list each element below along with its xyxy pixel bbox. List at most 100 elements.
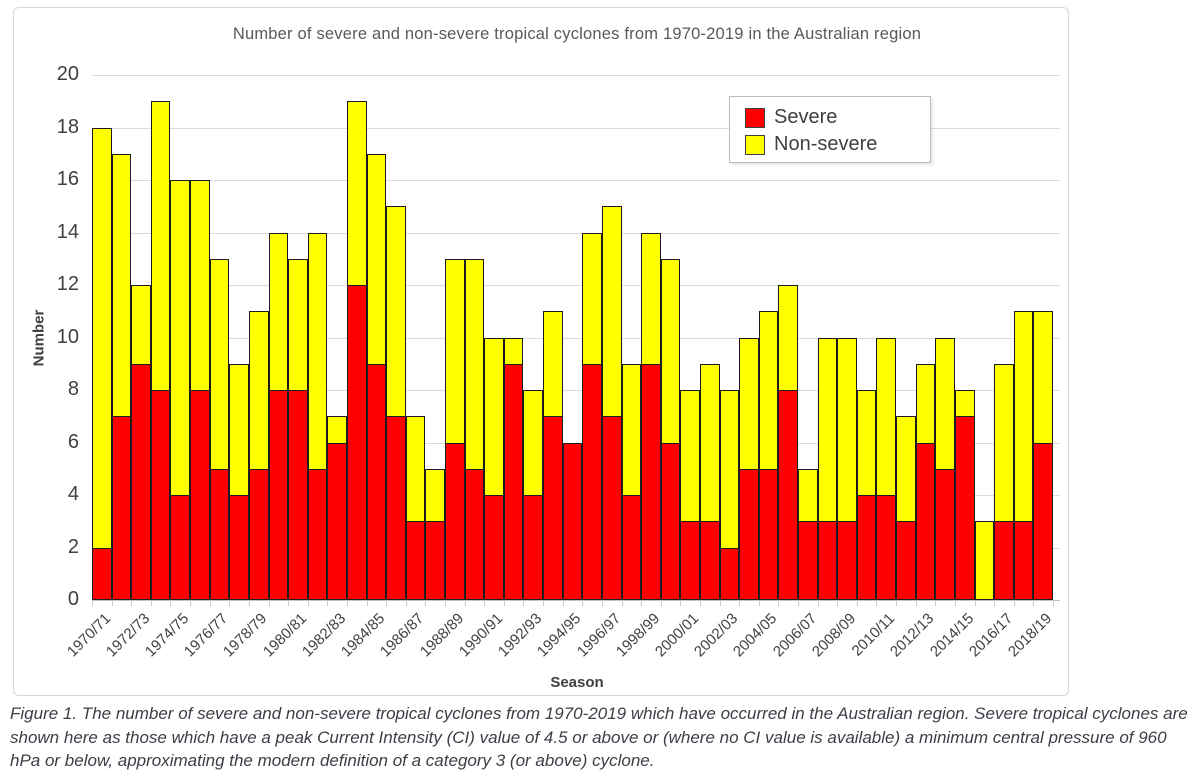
x-tick-mark xyxy=(739,601,741,606)
x-tick-mark xyxy=(229,601,231,606)
bar-2017/18 xyxy=(1013,75,1034,600)
x-tick-mark xyxy=(170,601,172,606)
y-tick-label-0: 0 xyxy=(67,588,79,610)
bar-segment-severe xyxy=(190,390,210,600)
bar-1996/97 xyxy=(601,75,622,600)
x-tick-mark xyxy=(798,601,800,606)
non-severe-swatch-icon xyxy=(745,134,765,155)
bar-segment-severe xyxy=(758,468,779,600)
bar-segment-non-severe xyxy=(719,390,740,548)
bar-segment-non-severe xyxy=(974,521,995,600)
gridline-y-14 xyxy=(92,232,1060,234)
bar-segment-non-severe xyxy=(288,258,308,390)
bar-segment-severe xyxy=(994,521,1014,600)
x-tick-mark xyxy=(699,601,701,606)
figure-container: Number of severe and non-severe tropical… xyxy=(13,7,1069,696)
bar-segment-severe xyxy=(915,442,936,600)
y-tick-label-8: 8 xyxy=(67,378,79,400)
bar-2008/09 xyxy=(837,75,857,600)
bar-segment-non-severe xyxy=(856,390,877,495)
bar-1994/95 xyxy=(562,75,583,600)
bar-segment-non-severe xyxy=(876,337,897,495)
bar-segment-non-severe xyxy=(739,337,759,469)
x-tick-mark xyxy=(1013,601,1015,606)
bar-segment-non-severe xyxy=(758,311,779,469)
bar-segment-severe xyxy=(111,416,132,600)
x-tick-mark xyxy=(92,601,93,606)
bar-segment-severe xyxy=(739,468,759,600)
x-tick-mark xyxy=(719,601,721,606)
bar-segment-non-severe xyxy=(660,258,681,443)
bar-2015/16 xyxy=(974,75,995,600)
x-axis-line xyxy=(92,600,1060,601)
bar-1975/76 xyxy=(190,75,210,600)
legend: Severe Non-severe xyxy=(729,96,931,163)
bar-segment-non-severe xyxy=(915,363,936,443)
gridline-y-18 xyxy=(92,127,1060,129)
bar-segment-non-severe xyxy=(601,206,622,417)
bar-1991/92 xyxy=(503,75,524,600)
x-tick-mark xyxy=(150,601,152,606)
x-tick-label-2004/05: 2004/05 xyxy=(730,610,781,661)
bar-segment-severe xyxy=(699,521,720,600)
bar-2007/08 xyxy=(817,75,838,600)
bar-1976/77 xyxy=(209,75,230,600)
x-tick-mark xyxy=(896,601,898,606)
bar-segment-severe xyxy=(268,390,289,600)
bar-segment-severe xyxy=(719,547,740,600)
bar-segment-severe xyxy=(386,416,406,600)
bar-segment-severe xyxy=(817,521,838,600)
x-tick-mark xyxy=(445,601,447,606)
bar-segment-severe xyxy=(131,363,151,600)
bar-2011/12 xyxy=(896,75,916,600)
x-tick-mark xyxy=(994,601,996,606)
bar-1988/89 xyxy=(445,75,465,600)
x-tick-mark xyxy=(131,601,133,606)
bar-segment-non-severe xyxy=(641,232,661,364)
x-tick-mark xyxy=(190,601,192,606)
x-tick-mark xyxy=(111,601,113,606)
y-tick-label-4: 4 xyxy=(67,483,79,505)
bar-1987/88 xyxy=(425,75,446,600)
bar-segment-non-severe xyxy=(307,232,328,469)
bar-segment-non-severe xyxy=(680,390,700,522)
x-tick-mark xyxy=(543,601,545,606)
y-tick-label-6: 6 xyxy=(67,430,79,453)
x-tick-label-1986/87: 1986/87 xyxy=(377,610,428,661)
bar-segment-non-severe xyxy=(150,101,171,390)
severe-swatch-icon xyxy=(745,107,765,128)
x-tick-mark xyxy=(601,601,603,606)
bar-segment-severe xyxy=(798,521,818,600)
bar-segment-non-severe xyxy=(817,337,838,522)
bar-segment-non-severe xyxy=(92,127,112,548)
x-tick-mark xyxy=(425,601,427,606)
bar-segment-non-severe xyxy=(386,206,406,417)
bar-segment-severe xyxy=(954,416,975,600)
bar-segment-non-severe xyxy=(445,258,465,443)
x-tick-mark xyxy=(641,601,643,606)
bar-1983/84 xyxy=(346,75,367,600)
bar-2001/02 xyxy=(699,75,720,600)
x-tick-mark xyxy=(346,601,348,606)
bar-2013/14 xyxy=(935,75,955,600)
x-tick-mark xyxy=(876,601,878,606)
bar-segment-non-severe xyxy=(935,337,955,469)
x-tick-mark xyxy=(758,601,760,606)
bar-1985/86 xyxy=(386,75,406,600)
gridline-y-10 xyxy=(92,337,1060,339)
y-tick-label-14: 14 xyxy=(56,220,79,243)
bar-1990/91 xyxy=(484,75,504,600)
bar-segment-severe xyxy=(92,547,112,600)
x-tick-mark xyxy=(778,601,780,606)
bar-segment-severe xyxy=(503,363,524,600)
x-tick-label-2012/13: 2012/13 xyxy=(887,610,938,661)
y-tick-label-16: 16 xyxy=(56,168,79,190)
x-tick-mark xyxy=(562,601,564,606)
bar-segment-severe xyxy=(660,442,681,600)
bar-segment-severe xyxy=(935,468,955,600)
bar-segment-severe xyxy=(621,495,642,600)
bar-1999/00 xyxy=(660,75,681,600)
x-tick-mark xyxy=(523,601,525,606)
bar-segment-severe xyxy=(248,468,269,600)
x-axis-title: Season xyxy=(550,674,604,691)
